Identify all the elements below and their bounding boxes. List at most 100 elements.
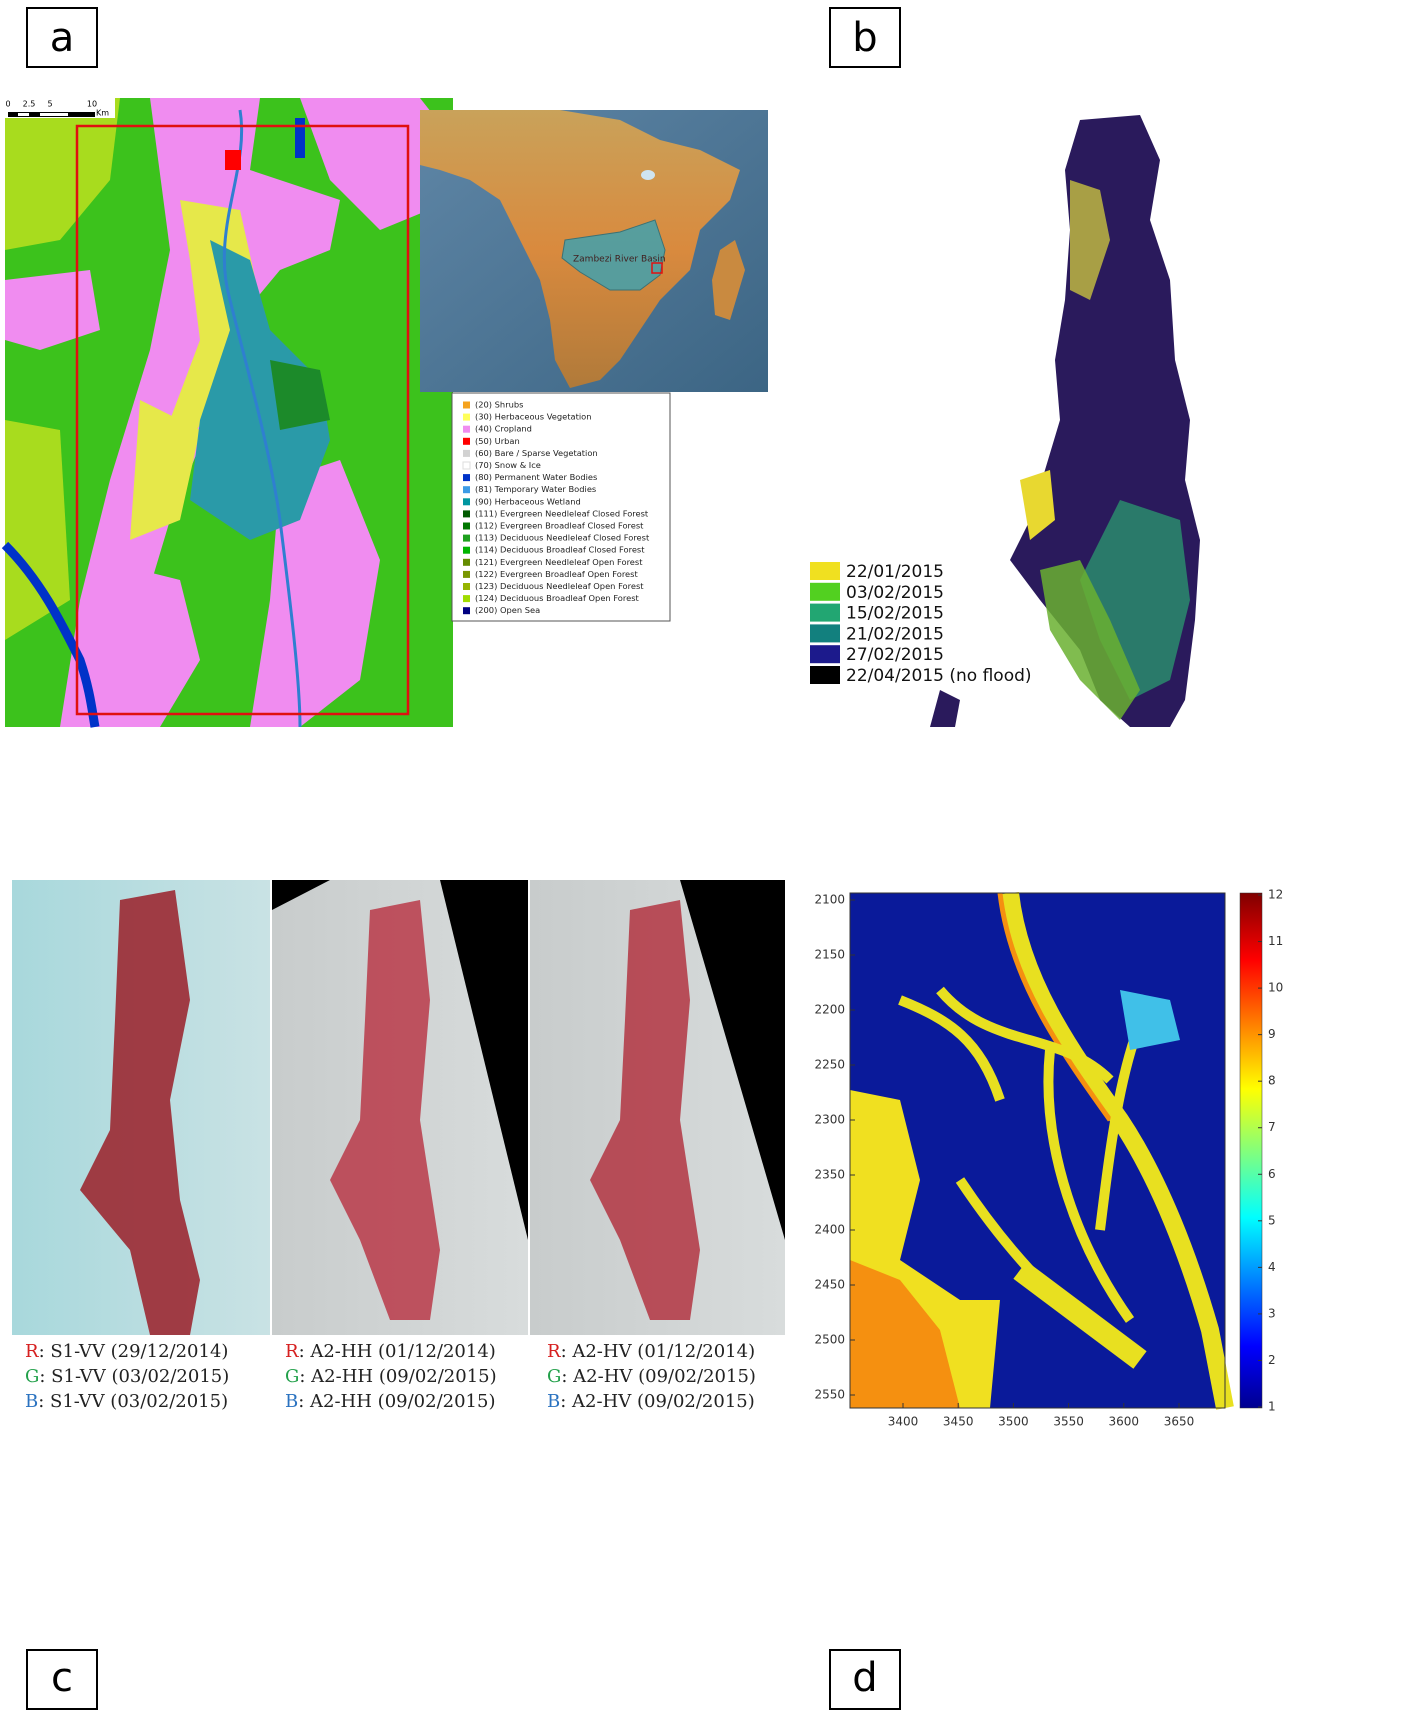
scale-label: 0 xyxy=(5,100,10,109)
legend-label: 22/04/2015 (no flood) xyxy=(846,666,1032,686)
channel: R xyxy=(285,1341,299,1362)
inset-label: Zambezi River Basin xyxy=(573,255,666,265)
caption-text: : A2-HV (09/02/2015) xyxy=(560,1391,755,1412)
flood-map xyxy=(930,115,1200,727)
y-tick-label: 2300 xyxy=(814,1113,845,1127)
land-cover-legend: (20) Shrubs(30) Herbaceous Vegetation(40… xyxy=(452,393,670,621)
panel-label-d: d xyxy=(830,1650,900,1709)
colorbar-tick-label: 9 xyxy=(1268,1027,1276,1041)
caption-text: : A2-HV (09/02/2015) xyxy=(561,1366,756,1387)
legend-swatch xyxy=(810,562,840,580)
caption-text: : A2-HV (01/12/2014) xyxy=(561,1341,756,1362)
colorbar xyxy=(1240,893,1262,1408)
legend-swatch xyxy=(463,414,470,421)
caption: G: A2-HH (09/02/2015) xyxy=(285,1366,497,1387)
legend-swatch xyxy=(463,510,470,517)
channel: G xyxy=(25,1366,39,1387)
scale-bar xyxy=(18,113,29,116)
colorbar-tick-label: 2 xyxy=(1268,1353,1276,1367)
y-tick-label: 2350 xyxy=(814,1168,845,1182)
figure: a b c d 02.5510 Km Zambezi River Basin (… xyxy=(0,0,1424,1717)
count-map: 2100215022002250230023502400245025002550… xyxy=(814,888,1283,1429)
legend-swatch xyxy=(463,595,470,602)
colorbar-tick-label: 8 xyxy=(1268,1074,1276,1088)
legend-swatch xyxy=(463,535,470,542)
colorbar-tick-label: 3 xyxy=(1268,1306,1276,1320)
legend-label: (40) Cropland xyxy=(475,424,532,434)
x-tick-label: 3550 xyxy=(1053,1415,1084,1429)
legend-label: (122) Evergreen Broadleaf Open Forest xyxy=(475,569,638,579)
panel-label: b xyxy=(852,15,877,61)
channel: R xyxy=(25,1341,39,1362)
legend-swatch xyxy=(810,645,840,663)
caption: G: S1-VV (03/02/2015) xyxy=(25,1366,229,1387)
x-tick-label: 3650 xyxy=(1164,1415,1195,1429)
inset-map: Zambezi River Basin xyxy=(420,110,768,392)
legend-swatch xyxy=(463,571,470,578)
colorbar-tick-label: 4 xyxy=(1268,1260,1276,1274)
caption: B: S1-VV (03/02/2015) xyxy=(25,1391,228,1412)
scale-bar xyxy=(40,113,68,116)
legend-label: (200) Open Sea xyxy=(475,605,540,615)
x-tick-label: 3450 xyxy=(943,1415,974,1429)
x-tick-label: 3600 xyxy=(1109,1415,1140,1429)
captions: R: S1-VV (29/12/2014)G: S1-VV (03/02/201… xyxy=(25,1341,756,1412)
colorbar-tick-label: 7 xyxy=(1268,1120,1276,1134)
panel-label-c: c xyxy=(27,1650,97,1709)
legend-label: (111) Evergreen Needleleaf Closed Forest xyxy=(475,508,649,518)
y-tick-label: 2100 xyxy=(814,893,845,907)
scale-label: 5 xyxy=(47,100,52,109)
legend-swatch xyxy=(463,607,470,614)
y-tick-label: 2400 xyxy=(814,1223,845,1237)
caption-text: : A2-HH (01/12/2014) xyxy=(299,1341,496,1362)
legend-label: (124) Deciduous Broadleaf Open Forest xyxy=(475,593,640,603)
legend-label: (90) Herbaceous Wetland xyxy=(475,496,581,506)
legend-label: 22/01/2015 xyxy=(846,562,944,582)
legend-label: (113) Deciduous Needleleaf Closed Forest xyxy=(475,533,650,543)
x-tick-label: 3500 xyxy=(998,1415,1029,1429)
legend-swatch xyxy=(463,547,470,554)
sar-composites xyxy=(12,880,785,1335)
legend-swatch xyxy=(463,426,470,433)
legend-label: 27/02/2015 xyxy=(846,645,944,665)
legend-label: (123) Deciduous Needleleaf Open Forest xyxy=(475,581,644,591)
panel-label: d xyxy=(852,1655,877,1701)
colorbar-tick-label: 5 xyxy=(1268,1213,1276,1227)
panel-label-a: a xyxy=(27,8,97,67)
water-body xyxy=(295,118,305,158)
channel: R xyxy=(547,1341,561,1362)
y-tick-label: 2550 xyxy=(814,1388,845,1402)
legend-label: 03/02/2015 xyxy=(846,583,944,603)
flood-extent xyxy=(930,690,960,727)
caption-text: : S1-VV (03/02/2015) xyxy=(38,1391,228,1412)
channel: B xyxy=(547,1391,560,1412)
caption: B: A2-HH (09/02/2015) xyxy=(285,1391,495,1412)
lake xyxy=(641,170,655,180)
legend-swatch xyxy=(463,523,470,530)
scale-label: 2.5 xyxy=(23,100,36,109)
legend-swatch xyxy=(810,624,840,642)
scale-label: 10 xyxy=(87,100,97,109)
legend-swatch xyxy=(463,474,470,481)
colorbar-tick-label: 1 xyxy=(1268,1400,1276,1414)
channel: G xyxy=(547,1366,561,1387)
colorbar-tick-label: 11 xyxy=(1268,934,1283,948)
legend-label: (30) Herbaceous Vegetation xyxy=(475,412,591,422)
legend-swatch xyxy=(463,498,470,505)
panel-label-b: b xyxy=(830,8,900,67)
x-tick-label: 3400 xyxy=(888,1415,919,1429)
legend-swatch xyxy=(810,666,840,684)
legend-swatch xyxy=(463,462,470,469)
legend-swatch xyxy=(463,402,470,409)
legend-label: (60) Bare / Sparse Vegetation xyxy=(475,448,598,458)
legend-swatch xyxy=(463,450,470,457)
y-tick-label: 2150 xyxy=(814,948,845,962)
caption: R: A2-HH (01/12/2014) xyxy=(285,1341,496,1362)
land-cover-map: 02.5510 Km xyxy=(5,98,453,727)
legend-swatch xyxy=(810,604,840,622)
legend-label: (50) Urban xyxy=(475,436,520,446)
caption: G: A2-HV (09/02/2015) xyxy=(547,1366,756,1387)
flood-legend: 22/01/201503/02/201515/02/201521/02/2015… xyxy=(810,562,1032,686)
legend-swatch xyxy=(463,486,470,493)
y-tick-label: 2250 xyxy=(814,1058,845,1072)
